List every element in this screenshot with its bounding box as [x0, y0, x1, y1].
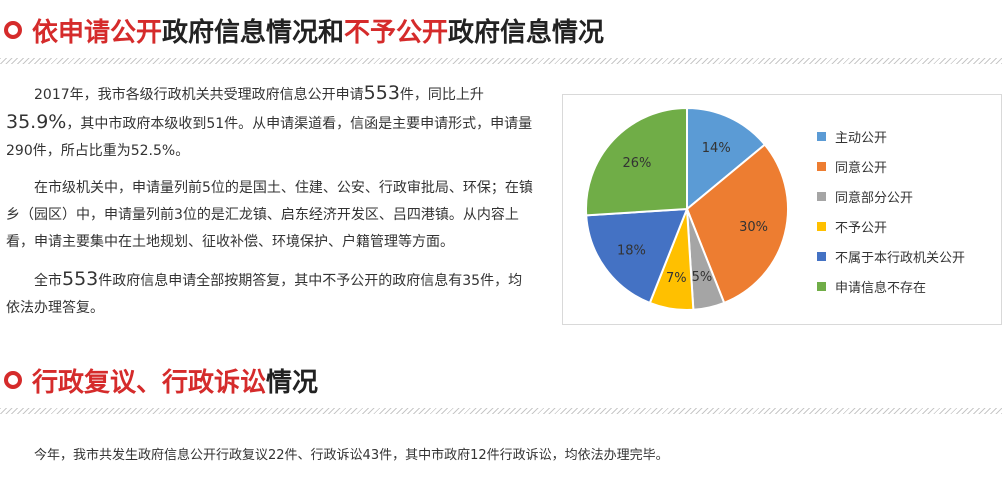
- pie-slice-1: [685, 143, 789, 305]
- section-divider-2: [0, 408, 1002, 414]
- legend-label: 同意公开: [835, 160, 888, 176]
- paragraph-3: 全市553件政府信息申请全部按期答复，其中不予公开的政府信息有35件，均依法办理…: [6, 266, 534, 322]
- legend-swatch-icon: [817, 191, 826, 201]
- legend-label: 同意部分公开: [835, 190, 914, 206]
- p3-pre: 全市: [34, 273, 62, 289]
- legend-label: 申请信息不存在: [835, 280, 927, 296]
- legend-item-0: 主动公开: [817, 121, 965, 151]
- pie-slice-label-5: 26%: [622, 156, 651, 171]
- circle-bullet-icon: [4, 371, 22, 389]
- section-divider-1: [0, 58, 1002, 64]
- section-2-text: 今年，我市共发生政府信息公开行政复议22件、行政诉讼43件，其中市政府12件行政…: [34, 448, 669, 463]
- legend-label: 主动公开: [835, 130, 888, 146]
- paragraph-1: 2017年，我市各级行政机关共受理政府信息公开申请553件，同比上升 35.9%，…: [6, 80, 534, 165]
- chart-legend: 主动公开同意公开同意部分公开 不予公开不属于本行政机关公开 申请信息不存在: [817, 121, 965, 301]
- title-part: 不予公开: [344, 17, 449, 48]
- p1-mid: 件，同比上升: [399, 87, 484, 103]
- section-header-1: 依申请公开政府信息情况和不予公开政府信息情况: [0, 10, 604, 50]
- legend-swatch-icon: [817, 221, 826, 231]
- legend-item-4: 不属于本行政机关公开: [817, 241, 965, 271]
- legend-item-1: 同意公开: [817, 151, 965, 181]
- p3-post: 件政府信息申请全部按期答复，其中不予公开的政府信息有35件，均依法办理答复。: [6, 273, 523, 316]
- legend-swatch-icon: [817, 161, 826, 171]
- legend-swatch-icon: [817, 251, 826, 261]
- p1-number-percent: 35.9%: [6, 111, 67, 133]
- p1-pre: 2017年，我市各级行政机关共受理政府信息公开申请: [34, 87, 364, 103]
- pie-slice-0: [686, 106, 767, 212]
- legend-swatch-icon: [817, 281, 826, 291]
- section-header-2: 行政复议、行政诉讼情况: [0, 360, 318, 400]
- pie-slice-label-3: 7%: [666, 271, 687, 286]
- circle-bullet-icon: [4, 21, 22, 39]
- pie-chart: 14% 30% 5% 7% 18% 26%: [585, 106, 789, 311]
- legend-label: 不予公开: [835, 220, 888, 236]
- title-part: 政府信息情况: [448, 17, 605, 48]
- legend-swatch-icon: [817, 131, 826, 141]
- pie-slice-label-1: 30%: [739, 220, 768, 235]
- paragraph-2: 在市级机关中，申请量列前5位的是国土、住建、公安、行政审批局、环保；在镇乡（园区…: [6, 180, 533, 250]
- p1-number-553: 553: [363, 82, 400, 104]
- p3-number-553: 553: [62, 268, 99, 290]
- section-title-1: 依申请公开政府信息情况和不予公开政府信息情况: [32, 12, 604, 49]
- legend-item-5: 申请信息不存在: [817, 271, 965, 301]
- legend-item-2: 同意部分公开: [817, 181, 965, 211]
- section-title-2: 行政复议、行政诉讼情况: [32, 362, 318, 399]
- pie-slice-label-0: 14%: [702, 141, 731, 156]
- title-part: 情况: [266, 367, 319, 398]
- legend-item-3: 不予公开: [817, 211, 965, 241]
- legend-label: 不属于本行政机关公开: [835, 250, 966, 266]
- pie-slice-5: [585, 106, 688, 217]
- pie-slice-4: [585, 207, 689, 305]
- title-part: 依申请公开: [32, 17, 163, 48]
- pie-slice-label-4: 18%: [617, 243, 646, 258]
- section-1-body: 2017年，我市各级行政机关共受理政府信息公开申请553件，同比上升35.9%，…: [6, 80, 534, 322]
- pie-slice-label-2: 5%: [692, 270, 713, 285]
- pie-chart-box: 14% 30% 5% 7% 18% 26% 主动公开同意公开同意部分公开 不予公开不属于本行…: [562, 94, 1002, 325]
- title-part: 政府信息情况和: [162, 17, 345, 48]
- title-part: 行政复议、行政诉讼: [32, 367, 267, 398]
- p1-post: ，其中市政府本级收到51件。从申请渠道看，信函是主要申请形式，申请量290件，所…: [6, 116, 533, 159]
